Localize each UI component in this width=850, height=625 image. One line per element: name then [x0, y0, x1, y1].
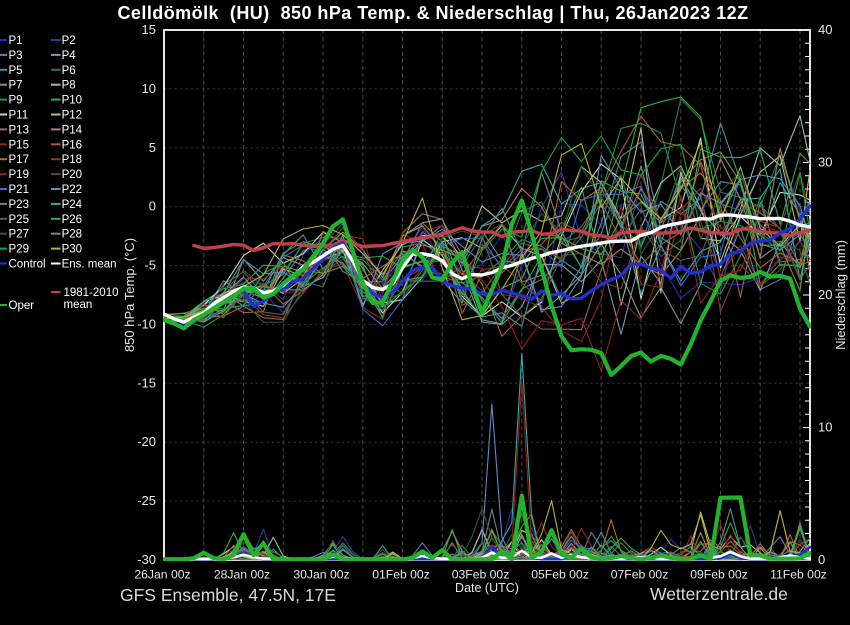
svg-text:P9: P9	[9, 95, 23, 107]
svg-text:07Feb 00z: 07Feb 00z	[611, 568, 669, 582]
svg-text:P16: P16	[62, 139, 82, 151]
svg-text:-5: -5	[144, 258, 156, 273]
svg-text:Oper: Oper	[9, 300, 35, 312]
svg-text:40: 40	[818, 22, 832, 37]
svg-text:26Jan 00z: 26Jan 00z	[134, 568, 190, 582]
svg-text:P6: P6	[62, 65, 76, 77]
svg-text:GFS Ensemble, 47.5N, 17E: GFS Ensemble, 47.5N, 17E	[120, 585, 336, 605]
svg-text:P1: P1	[9, 35, 23, 47]
svg-text:850 hPa Temp. (°C): 850 hPa Temp. (°C)	[122, 238, 137, 352]
svg-text:1981-2010: 1981-2010	[64, 287, 119, 299]
svg-text:5: 5	[149, 140, 156, 155]
svg-text:P21: P21	[9, 184, 29, 196]
svg-text:09Feb 00z: 09Feb 00z	[690, 568, 748, 582]
svg-text:mean: mean	[64, 299, 93, 311]
svg-text:P8: P8	[62, 80, 76, 92]
svg-text:01Feb 00z: 01Feb 00z	[372, 568, 430, 582]
svg-text:Ens. mean: Ens. mean	[62, 259, 117, 271]
svg-text:P7: P7	[9, 80, 23, 92]
svg-text:Celldömölk (HU) 850 hPa Temp: Celldömölk (HU) 850 hPa Temp. & Niedersc…	[117, 3, 748, 23]
svg-text:P24: P24	[62, 199, 83, 211]
svg-text:P5: P5	[9, 65, 23, 77]
svg-text:P3: P3	[9, 50, 23, 62]
svg-text:0: 0	[818, 552, 825, 567]
svg-text:P23: P23	[9, 199, 29, 211]
svg-text:Control: Control	[9, 259, 46, 271]
svg-text:-15: -15	[137, 375, 156, 390]
svg-text:10: 10	[818, 420, 832, 435]
svg-text:Wetterzentrale.de: Wetterzentrale.de	[650, 584, 788, 604]
svg-text:P28: P28	[62, 229, 82, 241]
svg-text:P14: P14	[62, 124, 83, 136]
svg-text:05Feb 00z: 05Feb 00z	[531, 568, 589, 582]
svg-text:Date (UTC): Date (UTC)	[455, 581, 519, 595]
svg-text:P12: P12	[62, 110, 82, 122]
svg-text:P25: P25	[9, 214, 29, 226]
svg-text:P11: P11	[9, 110, 29, 122]
svg-text:P27: P27	[9, 229, 29, 241]
svg-text:P4: P4	[62, 50, 77, 62]
svg-text:P29: P29	[9, 244, 29, 256]
svg-text:30Jan 00z: 30Jan 00z	[293, 568, 349, 582]
svg-text:P20: P20	[62, 169, 82, 181]
svg-text:20: 20	[818, 287, 832, 302]
svg-text:P15: P15	[9, 139, 29, 151]
svg-text:P2: P2	[62, 35, 76, 47]
svg-text:-20: -20	[137, 434, 156, 449]
svg-text:Niederschlag (mm): Niederschlag (mm)	[833, 240, 848, 350]
svg-text:P10: P10	[62, 95, 82, 107]
svg-text:-25: -25	[137, 493, 156, 508]
svg-text:11Feb 00z: 11Feb 00z	[770, 568, 827, 582]
svg-text:03Feb 00z: 03Feb 00z	[452, 568, 510, 582]
svg-text:P30: P30	[62, 244, 82, 256]
svg-text:30: 30	[818, 155, 832, 170]
svg-text:0: 0	[149, 199, 156, 214]
svg-text:P17: P17	[9, 154, 29, 166]
svg-text:P22: P22	[62, 184, 82, 196]
svg-text:P18: P18	[62, 154, 82, 166]
svg-text:P13: P13	[9, 124, 29, 136]
svg-text:-30: -30	[137, 552, 156, 567]
svg-text:P19: P19	[9, 169, 29, 181]
svg-text:P26: P26	[62, 214, 82, 226]
svg-text:10: 10	[142, 81, 156, 96]
svg-text:28Jan 00z: 28Jan 00z	[214, 568, 270, 582]
svg-text:-10: -10	[137, 316, 156, 331]
svg-text:15: 15	[142, 22, 156, 37]
